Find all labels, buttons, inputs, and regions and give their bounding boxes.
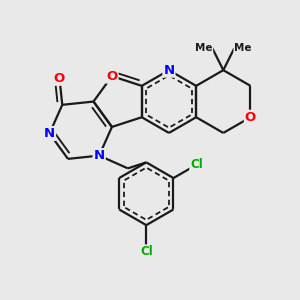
Text: Me: Me <box>195 43 212 53</box>
Text: N: N <box>44 127 55 140</box>
Text: O: O <box>54 72 65 85</box>
Text: Me: Me <box>234 43 252 53</box>
Text: N: N <box>94 149 105 162</box>
Text: N: N <box>164 64 175 77</box>
Text: Cl: Cl <box>190 158 203 171</box>
Text: O: O <box>245 111 256 124</box>
Text: Cl: Cl <box>140 245 153 258</box>
Text: O: O <box>106 70 118 83</box>
